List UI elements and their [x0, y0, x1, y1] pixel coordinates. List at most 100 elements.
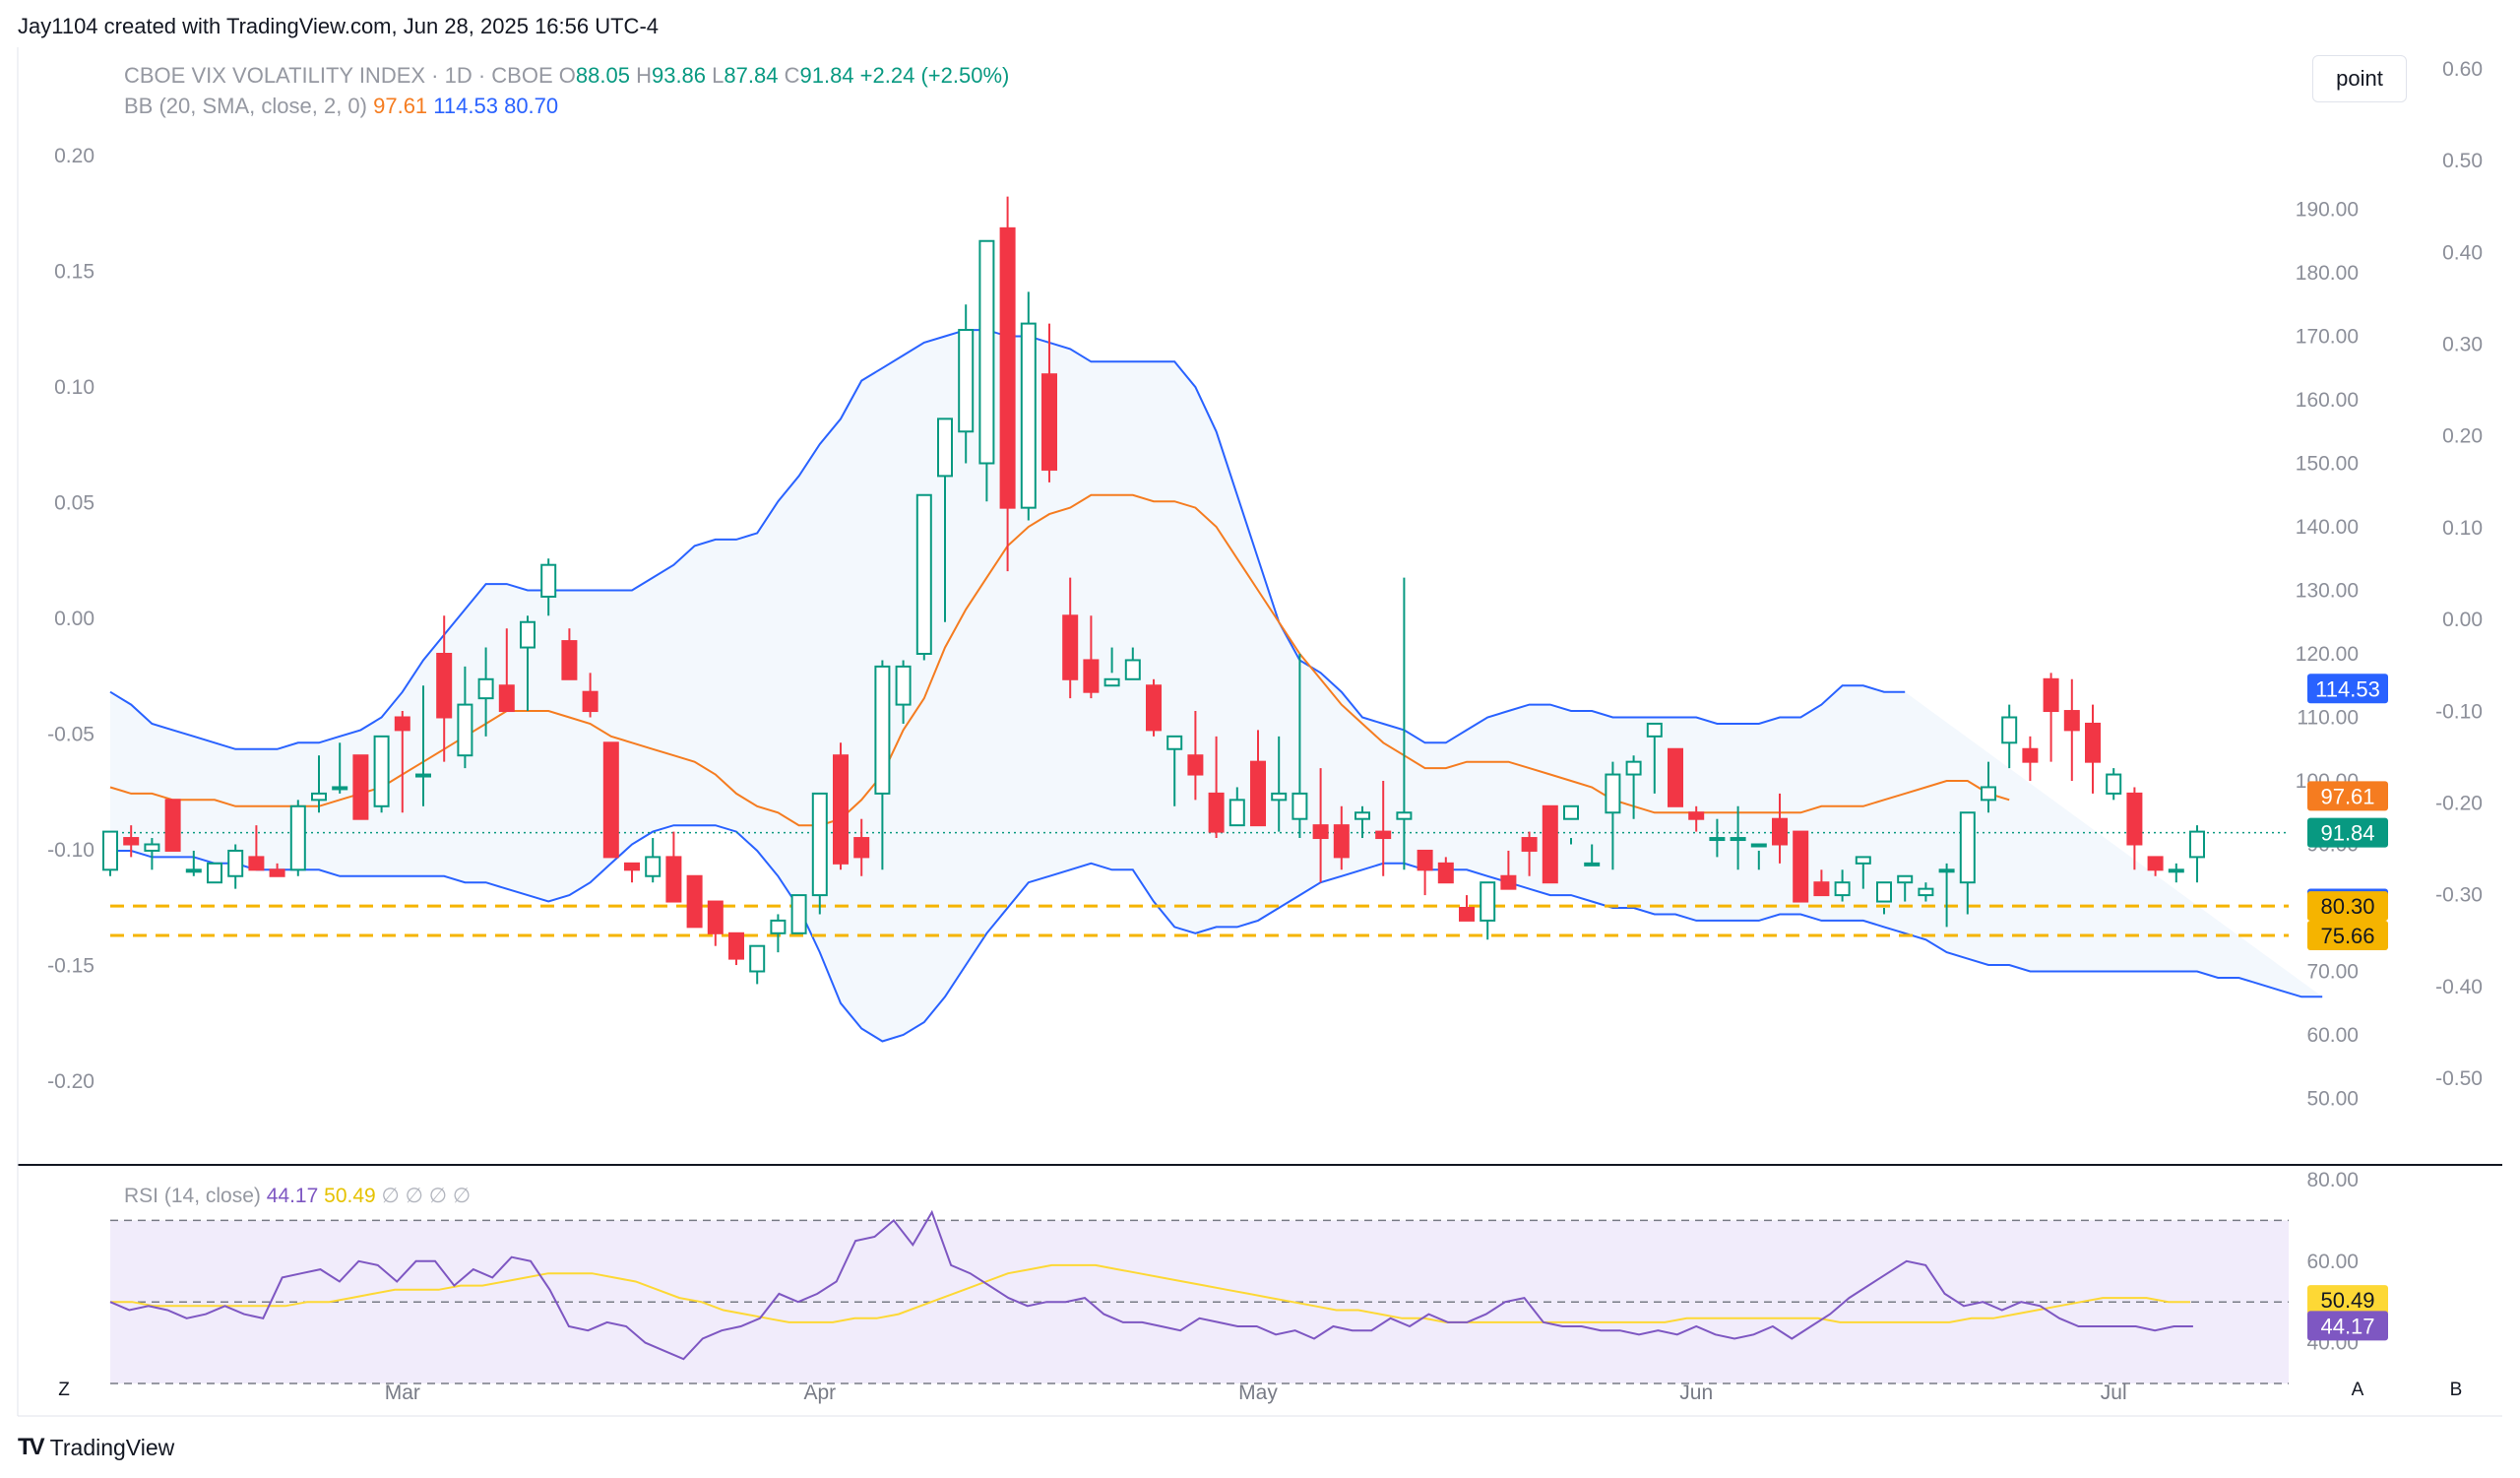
candle: [2189, 825, 2205, 883]
rsi-extra: ∅ ∅ ∅ ∅: [381, 1185, 472, 1207]
badge-bb-upper: 114.53: [2315, 676, 2380, 701]
candle-body: [289, 804, 306, 871]
candle: [2126, 787, 2143, 870]
candle-body: [602, 741, 619, 859]
zoom-button[interactable]: Z: [58, 1380, 70, 1400]
badge-last-price: 91.84: [2320, 821, 2374, 846]
rsi-line: [109, 1209, 2193, 1361]
candle-body: [1250, 760, 1266, 827]
time-axis-label: Jun: [1679, 1382, 1713, 1404]
candle: [1750, 843, 1767, 870]
candle: [1563, 804, 1579, 845]
candle-body: [978, 239, 995, 465]
candle: [269, 863, 285, 877]
candle-body: [2043, 677, 2059, 713]
candle-body: [1668, 747, 1683, 807]
candle-body: [1542, 804, 1558, 884]
price-axis-tick: 130.00: [2296, 580, 2359, 603]
candle-body: [144, 843, 160, 852]
candle: [915, 493, 932, 661]
far-right-axis-tick: 0.40: [2442, 241, 2483, 264]
candle: [2085, 704, 2101, 794]
far-right-axis-tick: 0.50: [2442, 150, 2483, 172]
price-axis-tick: 120.00: [2296, 643, 2359, 666]
candle-body: [1354, 811, 1370, 820]
candle: [1625, 755, 1642, 819]
candle-body: [999, 226, 1016, 509]
candle-body: [1981, 786, 1996, 802]
symbol-title[interactable]: CBOE VIX VOLATILITY INDEX · 1D · CBOE: [124, 63, 553, 88]
price-axis-tick: 110.00: [2297, 707, 2359, 730]
candle: [311, 755, 327, 813]
close-label: C: [784, 63, 800, 88]
low-value: 87.84: [724, 63, 779, 88]
candle-body: [2001, 716, 2018, 744]
candle-body: [645, 856, 662, 877]
candle: [1793, 830, 1809, 903]
candle-body: [415, 773, 431, 778]
bb-label[interactable]: BB (20, SMA, close, 2, 0): [124, 94, 367, 118]
candle-body: [582, 690, 598, 713]
point-button[interactable]: point: [2312, 55, 2407, 102]
bb-upper-value: 114.53: [433, 94, 498, 118]
candle-body: [1333, 824, 1350, 859]
candle: [1584, 844, 1601, 867]
open-value: 88.05: [575, 63, 630, 88]
candle-body: [790, 894, 807, 934]
bb-fill: [110, 330, 2323, 1042]
candle: [833, 742, 849, 870]
scale-b-button[interactable]: B: [2449, 1380, 2463, 1400]
candle-body: [1605, 773, 1621, 814]
candle-body: [1187, 754, 1204, 776]
rsi-label[interactable]: RSI (14, close): [124, 1185, 261, 1207]
rsi-ma-line: [110, 1263, 2191, 1323]
candle: [1938, 863, 1955, 928]
candle-body: [1897, 874, 1914, 884]
tradingview-logo-icon: TV: [18, 1434, 45, 1460]
candle: [1730, 805, 1746, 870]
candle: [665, 831, 682, 903]
candle-body: [2189, 830, 2205, 859]
badge-support-2: 75.66: [2320, 924, 2374, 948]
far-right-axis-tick: 0.30: [2442, 334, 2483, 356]
candle: [1250, 730, 1266, 827]
candle-body: [227, 849, 244, 877]
candle-body: [1228, 799, 1245, 827]
candle: [853, 818, 870, 876]
candle: [227, 844, 244, 889]
close-value: 91.84: [799, 63, 854, 88]
candle: [561, 628, 578, 680]
candle: [498, 628, 515, 713]
candle-body: [2085, 722, 2101, 763]
candle: [415, 685, 431, 806]
brand-footer[interactable]: TV TradingView: [18, 1434, 174, 1461]
candle: [1124, 647, 1141, 680]
candle-body: [1041, 373, 1057, 471]
candle-body: [1124, 659, 1141, 680]
candle-body: [1938, 868, 1955, 873]
candle-body: [1563, 804, 1579, 820]
candle-body: [1417, 849, 1433, 871]
candle: [2063, 678, 2080, 781]
candle: [2168, 863, 2184, 883]
badge-support-2-bg: [2307, 920, 2388, 950]
change-value: +2.24 (+2.50%): [859, 63, 1010, 88]
candle-body: [1646, 722, 1663, 738]
left-axis-tick: -0.10: [47, 839, 94, 862]
candle: [1333, 805, 1350, 870]
candle-body: [1709, 837, 1726, 842]
candle-body: [1813, 881, 1830, 897]
far-right-axis-tick: 0.20: [2442, 425, 2483, 448]
candle-body: [457, 703, 473, 757]
candle: [1709, 818, 1726, 858]
time-axis-label: May: [1238, 1382, 1278, 1404]
price-axis-tick: 140.00: [2296, 516, 2359, 539]
candle: [2001, 704, 2018, 769]
candle: [1834, 869, 1851, 902]
auto-scale-button[interactable]: A: [2351, 1380, 2364, 1400]
candle-body: [1312, 824, 1329, 840]
candle: [332, 742, 348, 794]
far-right-axis-tick: -0.10: [2435, 700, 2483, 723]
candle-body: [1083, 659, 1100, 693]
